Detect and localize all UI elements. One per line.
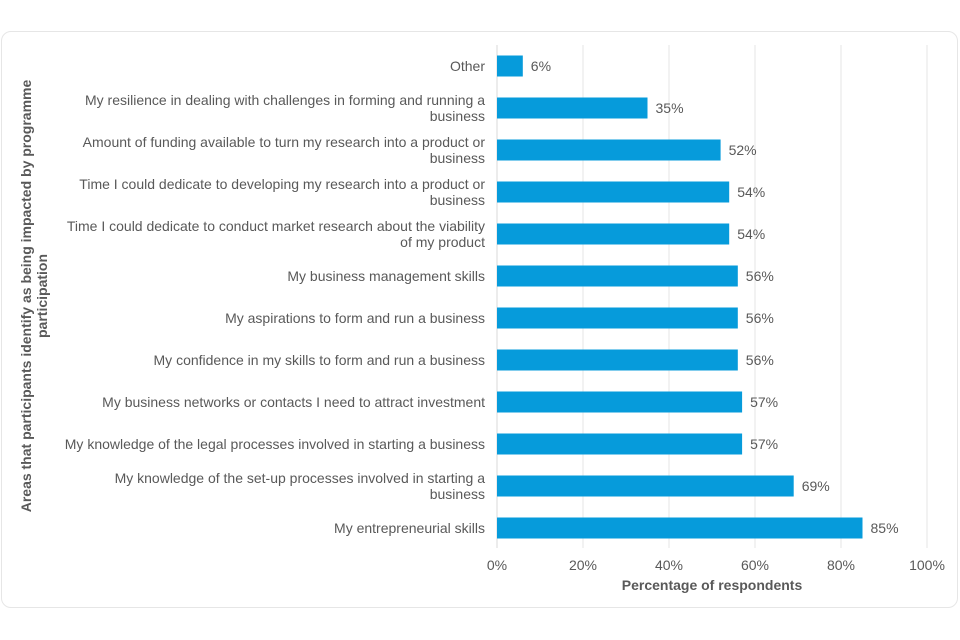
data-label: 56% bbox=[746, 268, 774, 284]
bar bbox=[497, 475, 794, 497]
category-label: Time I could dedicate to developing my r… bbox=[79, 176, 485, 208]
category-label: Time I could dedicate to conduct market … bbox=[67, 218, 485, 250]
bar bbox=[497, 181, 730, 203]
category-label: Amount of funding available to turn my r… bbox=[83, 134, 486, 166]
x-tick-label: 20% bbox=[569, 557, 597, 573]
data-label: 35% bbox=[656, 100, 684, 116]
bar bbox=[497, 223, 730, 245]
bar bbox=[497, 517, 863, 539]
data-label: 57% bbox=[750, 394, 778, 410]
x-tick-label: 40% bbox=[655, 557, 683, 573]
bar bbox=[497, 55, 523, 77]
bar bbox=[497, 307, 738, 329]
data-label: 54% bbox=[737, 226, 765, 242]
x-tick-label: 0% bbox=[487, 557, 507, 573]
category-label: My aspirations to form and run a busines… bbox=[225, 310, 485, 326]
data-label: 52% bbox=[729, 142, 757, 158]
bar bbox=[497, 139, 721, 161]
x-tick-label: 100% bbox=[909, 557, 945, 573]
x-tick-label: 80% bbox=[827, 557, 855, 573]
data-label: 54% bbox=[737, 184, 765, 200]
data-label: 69% bbox=[802, 478, 830, 494]
bar bbox=[497, 265, 738, 287]
data-label: 56% bbox=[746, 310, 774, 326]
x-axis-title: Percentage of respondents bbox=[622, 577, 803, 593]
data-label: 57% bbox=[750, 436, 778, 452]
category-label: My business management skills bbox=[287, 268, 485, 284]
data-label: 56% bbox=[746, 352, 774, 368]
category-label: Other bbox=[450, 58, 485, 74]
bar bbox=[497, 391, 743, 413]
category-label: My knowledge of the legal processes invo… bbox=[65, 436, 485, 452]
x-tick-label: 60% bbox=[741, 557, 769, 573]
category-label: My knowledge of the set-up processes inv… bbox=[115, 470, 486, 502]
bar bbox=[497, 97, 648, 119]
y-axis-title: Areas that participants identify as bein… bbox=[18, 80, 50, 513]
data-label: 85% bbox=[871, 520, 899, 536]
category-label: My resilience in dealing with challenges… bbox=[85, 92, 485, 124]
category-label: My confidence in my skills to form and r… bbox=[154, 352, 485, 368]
data-label: 6% bbox=[531, 58, 551, 74]
chart-frame bbox=[1, 31, 958, 608]
category-label: My business networks or contacts I need … bbox=[102, 394, 485, 410]
bar bbox=[497, 433, 743, 455]
category-label: My entrepreneurial skills bbox=[334, 520, 485, 536]
bar bbox=[497, 349, 738, 371]
